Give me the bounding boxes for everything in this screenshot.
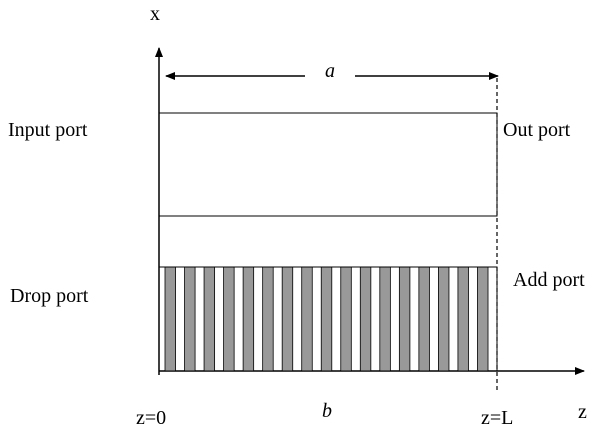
grating-bar [438,266,450,372]
grating-bar [340,266,352,372]
grating-bar [379,266,391,372]
grating-bar [398,266,411,372]
grating-bar [320,266,333,372]
grating-bar [184,266,196,372]
grating-bar [457,266,469,372]
x-axis-label: x [150,3,160,25]
grating-region [164,266,489,372]
end-position-label: z=L [481,407,513,429]
grating-bar [301,266,313,372]
grating-bar [203,266,216,372]
grating-bar [359,266,372,372]
upper-waveguide [158,112,498,217]
start-position-label: z=0 [136,407,166,429]
input-port-label: Input port [8,119,88,141]
grating-bar [281,266,294,372]
z-axis-label: z [578,401,587,423]
grating-bar [477,266,489,372]
dimension-a-label: a [325,60,335,82]
grating-bar [242,266,255,372]
dimension-b-label: b [322,400,332,422]
grating-bar [223,266,235,372]
out-port-label: Out port [503,119,571,141]
grating-bar [418,266,430,372]
add-port-label: Add port [513,269,585,291]
grating-bar [262,266,274,372]
grating-outline [158,266,498,372]
grating-bar [164,266,176,372]
drop-port-label: Drop port [10,285,89,307]
